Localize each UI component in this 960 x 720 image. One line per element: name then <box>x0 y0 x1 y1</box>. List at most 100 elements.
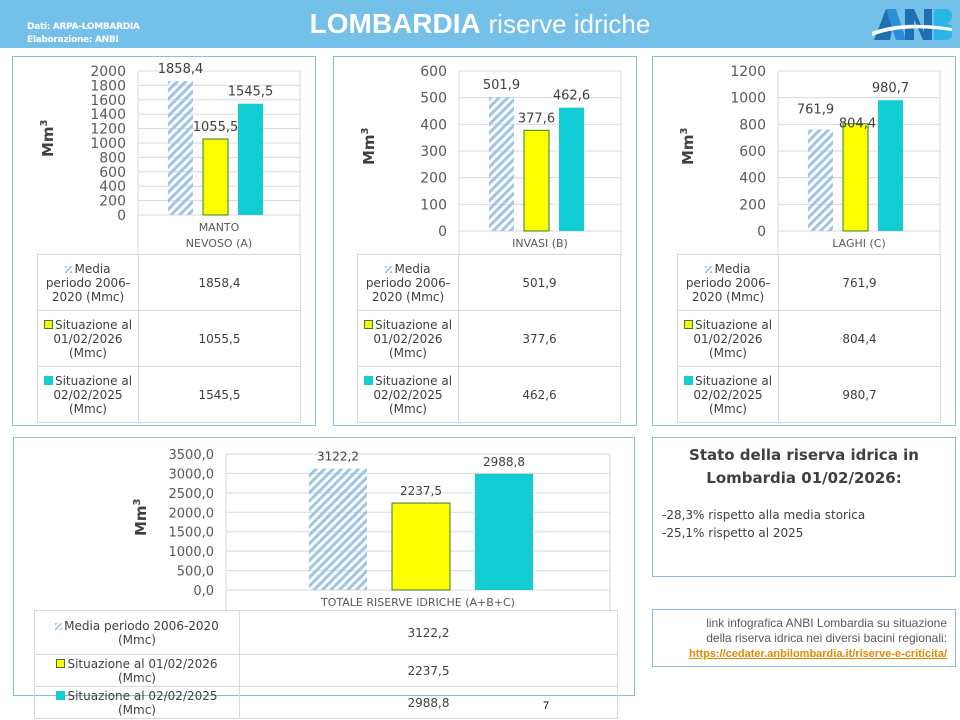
bar-media <box>168 81 193 216</box>
link-desc-line1: link infografica ANBI Lombardia su situa… <box>706 616 947 630</box>
y-axis-label: Mm3 <box>360 127 378 165</box>
y-tick-label: 800 <box>739 117 766 133</box>
value-cell: 1545,5 <box>138 366 301 423</box>
panel-laghi: 0 200 400 600 800 1000 1200 Mm3 761,9 804,4 980,7 L… <box>652 56 956 426</box>
value-cell: 377,6 <box>458 310 621 367</box>
table-row: Media periodo 2006-2020 (Mmc) 3122,2 <box>34 610 618 655</box>
data-label: 3122,2 <box>317 450 359 464</box>
legend-swatch-icon <box>683 375 693 385</box>
y-tick-label: 1000 <box>90 136 126 152</box>
stato-title-line2: Lombardia 01/02/2026: <box>706 469 902 487</box>
legend-label: Situazione al 01/02/2026 (Mmc) <box>67 656 218 685</box>
anbi-logo-icon <box>872 8 952 41</box>
legend-swatch-icon <box>705 265 713 273</box>
table-totale: Media periodo 2006-2020 (Mmc) 3122,2 Situa… <box>34 610 618 719</box>
legend-cell: Media periodo 2006-2020 (Mmc) <box>677 254 779 311</box>
bar-media <box>808 129 833 231</box>
y-tick-label: 1000 <box>730 91 766 107</box>
legend-cell: Situazione al 01/02/2026 (Mmc) <box>357 310 459 367</box>
table-row: Situazione al 01/02/2026 (Mmc) 1055,5 <box>37 310 301 367</box>
value-cell: 761,9 <box>778 254 941 311</box>
chart-totale: 0,0 500,0 1000,0 1500,0 2000,0 2500,0 3000,0 35… <box>132 448 611 613</box>
category-label: NEVOSO (A) <box>186 237 252 250</box>
table-row: Media periodo 2006-2020 (Mmc) 501,9 <box>357 254 621 311</box>
legend-cell: Media periodo 2006-2020 (Mmc) <box>34 610 240 655</box>
legend-swatch-icon <box>683 319 693 329</box>
bar-situazione-2026 <box>523 129 550 232</box>
value-cell: 1055,5 <box>138 310 301 367</box>
data-label: 804,4 <box>839 117 876 132</box>
bar-situazione-2026 <box>842 123 869 232</box>
legend-swatch-icon <box>55 622 63 630</box>
y-axis-label: Mm3 <box>679 127 697 165</box>
y-tick-label: 1800 <box>90 78 126 94</box>
table-row: Situazione al 02/02/2025 (Mmc) 2988,8 <box>34 686 618 719</box>
y-tick-label: 600 <box>739 144 766 160</box>
y-tick-label: 0 <box>117 208 126 224</box>
panel-invasi: 0 100 200 300 400 500 600 Mm3 501,9 377,6 462,6 INV… <box>333 56 637 426</box>
y-tick-label: 1200 <box>730 64 766 80</box>
stato-vs-media: -28,3% rispetto alla media storica <box>662 508 866 522</box>
category-label: LAGHI (C) <box>832 237 886 250</box>
legend-cell: Situazione al 01/02/2026 (Mmc) <box>37 310 139 367</box>
title-subject: riserve idriche <box>488 9 651 39</box>
legend-label: Situazione al 02/02/2025 (Mmc) <box>53 373 133 416</box>
panel-manto-nevoso: 0 200 400 600 800 1000 1200 1400 1600 1800 2000 Mm3… <box>12 56 316 426</box>
legend-cell: Situazione al 02/02/2025 (Mmc) <box>357 366 459 423</box>
data-label: 2237,5 <box>400 484 442 498</box>
bar-situazione-2026 <box>391 502 451 591</box>
bar-media <box>489 97 514 231</box>
bar-situazione-2025 <box>559 107 584 231</box>
legend-swatch-icon <box>56 658 66 668</box>
infografica-link[interactable]: https://cedater.anbilombardia.it/riserve… <box>689 648 947 660</box>
legend-label: Situazione al 01/02/2026 (Mmc) <box>373 317 453 360</box>
legend-cell: Media periodo 2006-2020 (Mmc) <box>37 254 139 311</box>
y-tick-label: 1400 <box>90 107 126 123</box>
y-tick-label: 0 <box>757 224 766 240</box>
data-label: 501,9 <box>483 78 520 93</box>
elaboration-line: Elaborazione: ANBI <box>27 35 119 45</box>
y-tick-label: 1200 <box>90 122 126 138</box>
y-tick-label: 200 <box>420 171 447 187</box>
y-tick-label: 2000,0 <box>169 506 215 521</box>
table-manto-nevoso: Media periodo 2006-2020 (Mmc) 1858,4 Situa… <box>37 254 301 423</box>
bar-situazione-2025 <box>878 100 903 231</box>
stato-title-line1: Stato della riserva idrica in <box>689 446 919 464</box>
link-desc-line2: della riserva idrica nei diversi bacini … <box>706 631 947 645</box>
legend-cell: Situazione al 02/02/2025 (Mmc) <box>34 686 240 719</box>
stato-riserva-box: Stato della riserva idrica in Lombardia … <box>652 437 956 577</box>
legend-cell: Situazione al 01/02/2026 (Mmc) <box>34 654 240 687</box>
value-cell: 804,4 <box>778 310 941 367</box>
legend-label: Situazione al 01/02/2026 (Mmc) <box>693 317 773 360</box>
y-tick-label: 3500,0 <box>169 448 215 463</box>
legend-label: Media periodo 2006-2020 (Mmc) <box>685 261 771 304</box>
value-cell: 980,7 <box>778 366 941 423</box>
category-label: MANTO <box>199 221 240 234</box>
bar-situazione-2025 <box>475 473 533 590</box>
table-row: Media periodo 2006-2020 (Mmc) 1858,4 <box>37 254 301 311</box>
stato-title: Stato della riserva idrica in Lombardia … <box>653 444 955 490</box>
y-tick-label: 500,0 <box>177 565 214 580</box>
legend-label: Media periodo 2006-2020 (Mmc) <box>64 618 219 647</box>
source-line: Dati: ARPA-LOMBARDIA <box>27 22 140 32</box>
stato-vs-2025: -25,1% rispetto al 2025 <box>662 526 804 540</box>
y-tick-label: 800 <box>99 150 126 166</box>
y-tick-label: 2500,0 <box>169 487 215 502</box>
legend-swatch-icon <box>363 319 373 329</box>
y-tick-label: 600 <box>99 165 126 181</box>
chart-invasi: 0 100 200 300 400 500 600 Mm3 501,9 377,6 462,6 INV… <box>360 64 622 257</box>
chart-laghi: 0 200 400 600 800 1000 1200 Mm3 761,9 804,4 980,7 L… <box>679 64 941 257</box>
value-cell: 501,9 <box>458 254 621 311</box>
y-tick-label: 3000,0 <box>169 467 215 482</box>
y-tick-label: 200 <box>739 197 766 213</box>
legend-swatch-icon <box>363 375 373 385</box>
page-number: 7 <box>543 700 550 712</box>
y-tick-label: 200 <box>99 194 126 210</box>
legend-cell: Media periodo 2006-2020 (Mmc) <box>357 254 459 311</box>
y-tick-label: 1500,0 <box>169 526 215 541</box>
y-tick-label: 1000,0 <box>169 545 215 560</box>
y-tick-label: 300 <box>420 144 447 160</box>
legend-swatch-icon <box>43 375 53 385</box>
value-cell: 2988,8 <box>239 686 618 719</box>
